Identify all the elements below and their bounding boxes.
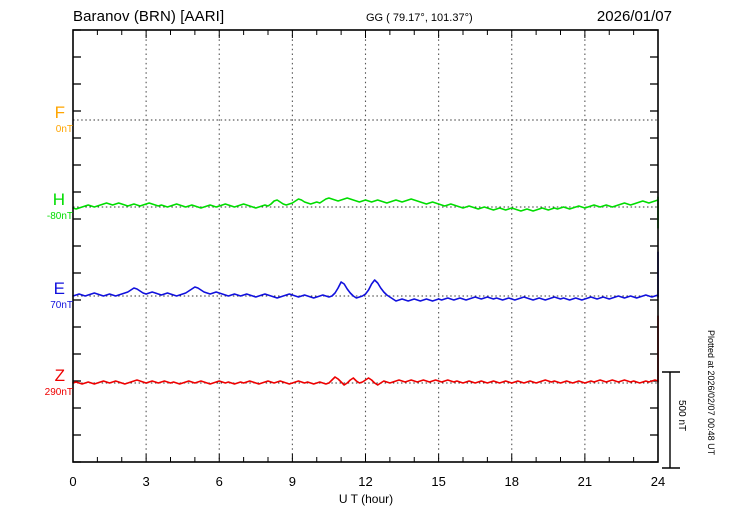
coords-text: GG ( 79.17°, 101.37°) xyxy=(366,12,473,24)
baseline-layer xyxy=(73,119,658,384)
component-value-z: 290nT xyxy=(44,387,73,398)
geographic-coordinates: GG ( 79.17°, 101.37°) xyxy=(366,12,473,24)
x-tick-label-21: 21 xyxy=(577,474,593,489)
plotted-at-note: Plotted at 2026/02/07 00:48 UT xyxy=(706,330,716,456)
x-tick-label-15: 15 xyxy=(431,474,446,489)
x-tick-label-24: 24 xyxy=(650,474,666,489)
plot-frame xyxy=(72,29,659,463)
scale-bar xyxy=(662,371,680,469)
x-tick-label-9: 9 xyxy=(288,474,296,489)
x-tick-label-3: 3 xyxy=(142,474,150,489)
component-letter-e: E xyxy=(53,279,65,298)
x-tick-label-6: 6 xyxy=(215,474,223,489)
traces-layer xyxy=(72,196,659,386)
grid-layer xyxy=(145,30,586,462)
x-axis-title: U T (hour) xyxy=(338,492,394,506)
x-tick-label-18: 18 xyxy=(504,474,519,489)
component-value-e: 70nT xyxy=(50,300,73,311)
scale-bar-label: 500 nT xyxy=(676,400,687,432)
station-title: Baranov (BRN) [AARI] xyxy=(73,8,225,25)
axis-ticks-layer xyxy=(72,29,659,463)
component-letter-f: F xyxy=(54,103,65,122)
component-value-h: -80nT xyxy=(46,211,73,222)
x-tick-label-0: 0 xyxy=(69,474,77,489)
component-letter-z: Z xyxy=(54,366,65,385)
x-tick-label-12: 12 xyxy=(358,474,373,489)
component-letter-h: H xyxy=(52,190,65,209)
observation-date: 2026/01/07 xyxy=(596,8,672,25)
component-value-f: 0nT xyxy=(55,124,73,135)
